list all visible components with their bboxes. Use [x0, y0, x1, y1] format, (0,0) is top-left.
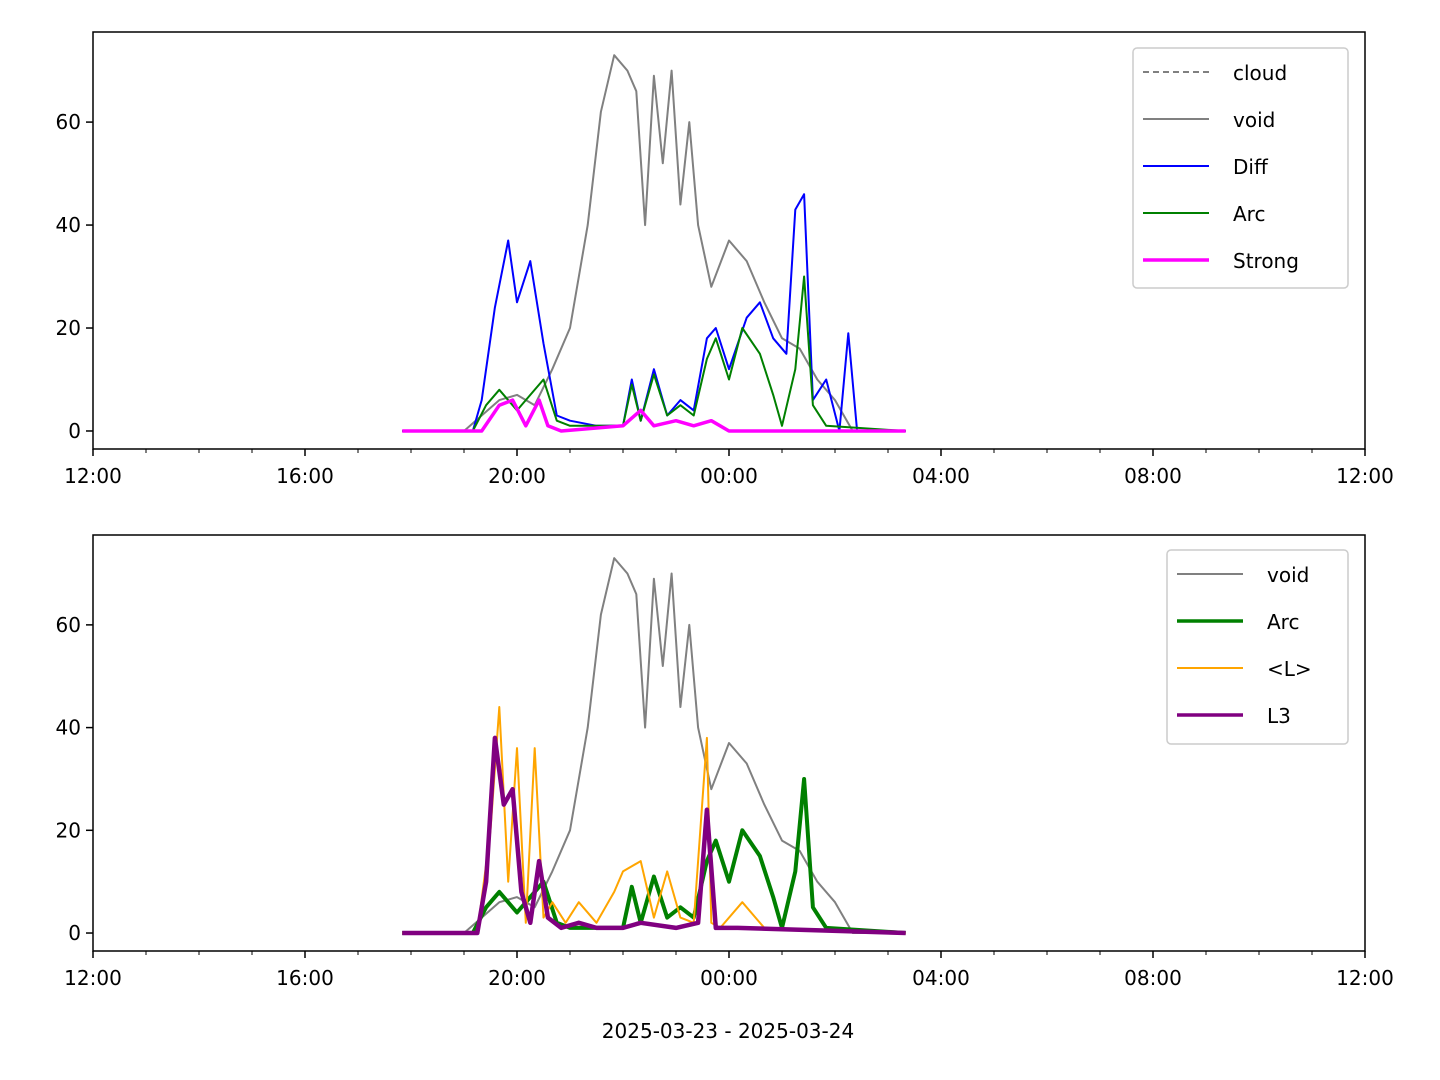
- y-tick-label: 20: [56, 316, 81, 340]
- legend-label: void: [1267, 563, 1309, 587]
- legend-label: Arc: [1233, 202, 1265, 226]
- top-panel-axes: 0 20 40 60 12:00 16:00 20:00 00:00 04:00 08:00 12:…: [56, 110, 1394, 488]
- series-line-arc: [402, 275, 906, 432]
- y-tick-label: 20: [56, 818, 81, 842]
- series-line-strong: [402, 398, 906, 433]
- legend-box: [1132, 47, 1349, 289]
- y-tick-label: 0: [68, 921, 81, 945]
- x-tick-label: 12:00: [1336, 966, 1394, 990]
- x-tick-label: 04:00: [912, 966, 970, 990]
- legend-label: L3: [1267, 704, 1291, 728]
- y-tick-label: 60: [56, 613, 81, 637]
- legend-box: [1166, 549, 1349, 745]
- x-tick-label: 00:00: [700, 464, 758, 488]
- legend-label: Arc: [1267, 610, 1299, 634]
- x-tick-label: 20:00: [488, 966, 546, 990]
- x-tick-label: 16:00: [276, 464, 334, 488]
- bottom-panel-axes: 0 20 40 60 12:00 16:00 20:00 00:00 04:00 08:00 12:…: [56, 613, 1394, 990]
- bottom-panel-lines: [402, 557, 906, 936]
- y-tick-label: 40: [56, 213, 81, 237]
- x-tick-label: 20:00: [488, 464, 546, 488]
- bottom-panel: 0 20 40 60 12:00 16:00 20:00 00:00 04:00 08:00 12:…: [56, 534, 1394, 1043]
- y-tick-label: 40: [56, 716, 81, 740]
- x-tick-label: 12:00: [1336, 464, 1394, 488]
- x-tick-label: 08:00: [1124, 464, 1182, 488]
- x-axis-label: 2025-03-23 - 2025-03-24: [602, 1019, 854, 1043]
- x-tick-label: 16:00: [276, 966, 334, 990]
- series-line-l: [402, 706, 906, 934]
- top-panel-legend: cloud void Diff Arc Strong: [1132, 47, 1349, 289]
- y-tick-label: 0: [68, 419, 81, 443]
- bottom-panel-legend: void Arc <L> L3: [1166, 549, 1349, 745]
- legend-label: void: [1233, 108, 1275, 132]
- series-line-diff: [402, 193, 906, 432]
- x-tick-label: 12:00: [64, 464, 122, 488]
- y-tick-label: 60: [56, 110, 81, 134]
- legend-label: cloud: [1233, 61, 1287, 85]
- series-line-l3: [402, 735, 906, 936]
- x-tick-label: 08:00: [1124, 966, 1182, 990]
- x-tick-label: 12:00: [64, 966, 122, 990]
- x-tick-label: 04:00: [912, 464, 970, 488]
- top-panel: 0 20 40 60 12:00 16:00 20:00 00:00 04:00 08:00 12:…: [56, 31, 1394, 488]
- top-panel-lines: [402, 54, 906, 433]
- series-line-void: [402, 54, 906, 432]
- x-tick-label: 00:00: [700, 966, 758, 990]
- legend-label: <L>: [1267, 657, 1312, 681]
- legend-label: Diff: [1233, 155, 1269, 179]
- legend-label: Strong: [1233, 249, 1299, 273]
